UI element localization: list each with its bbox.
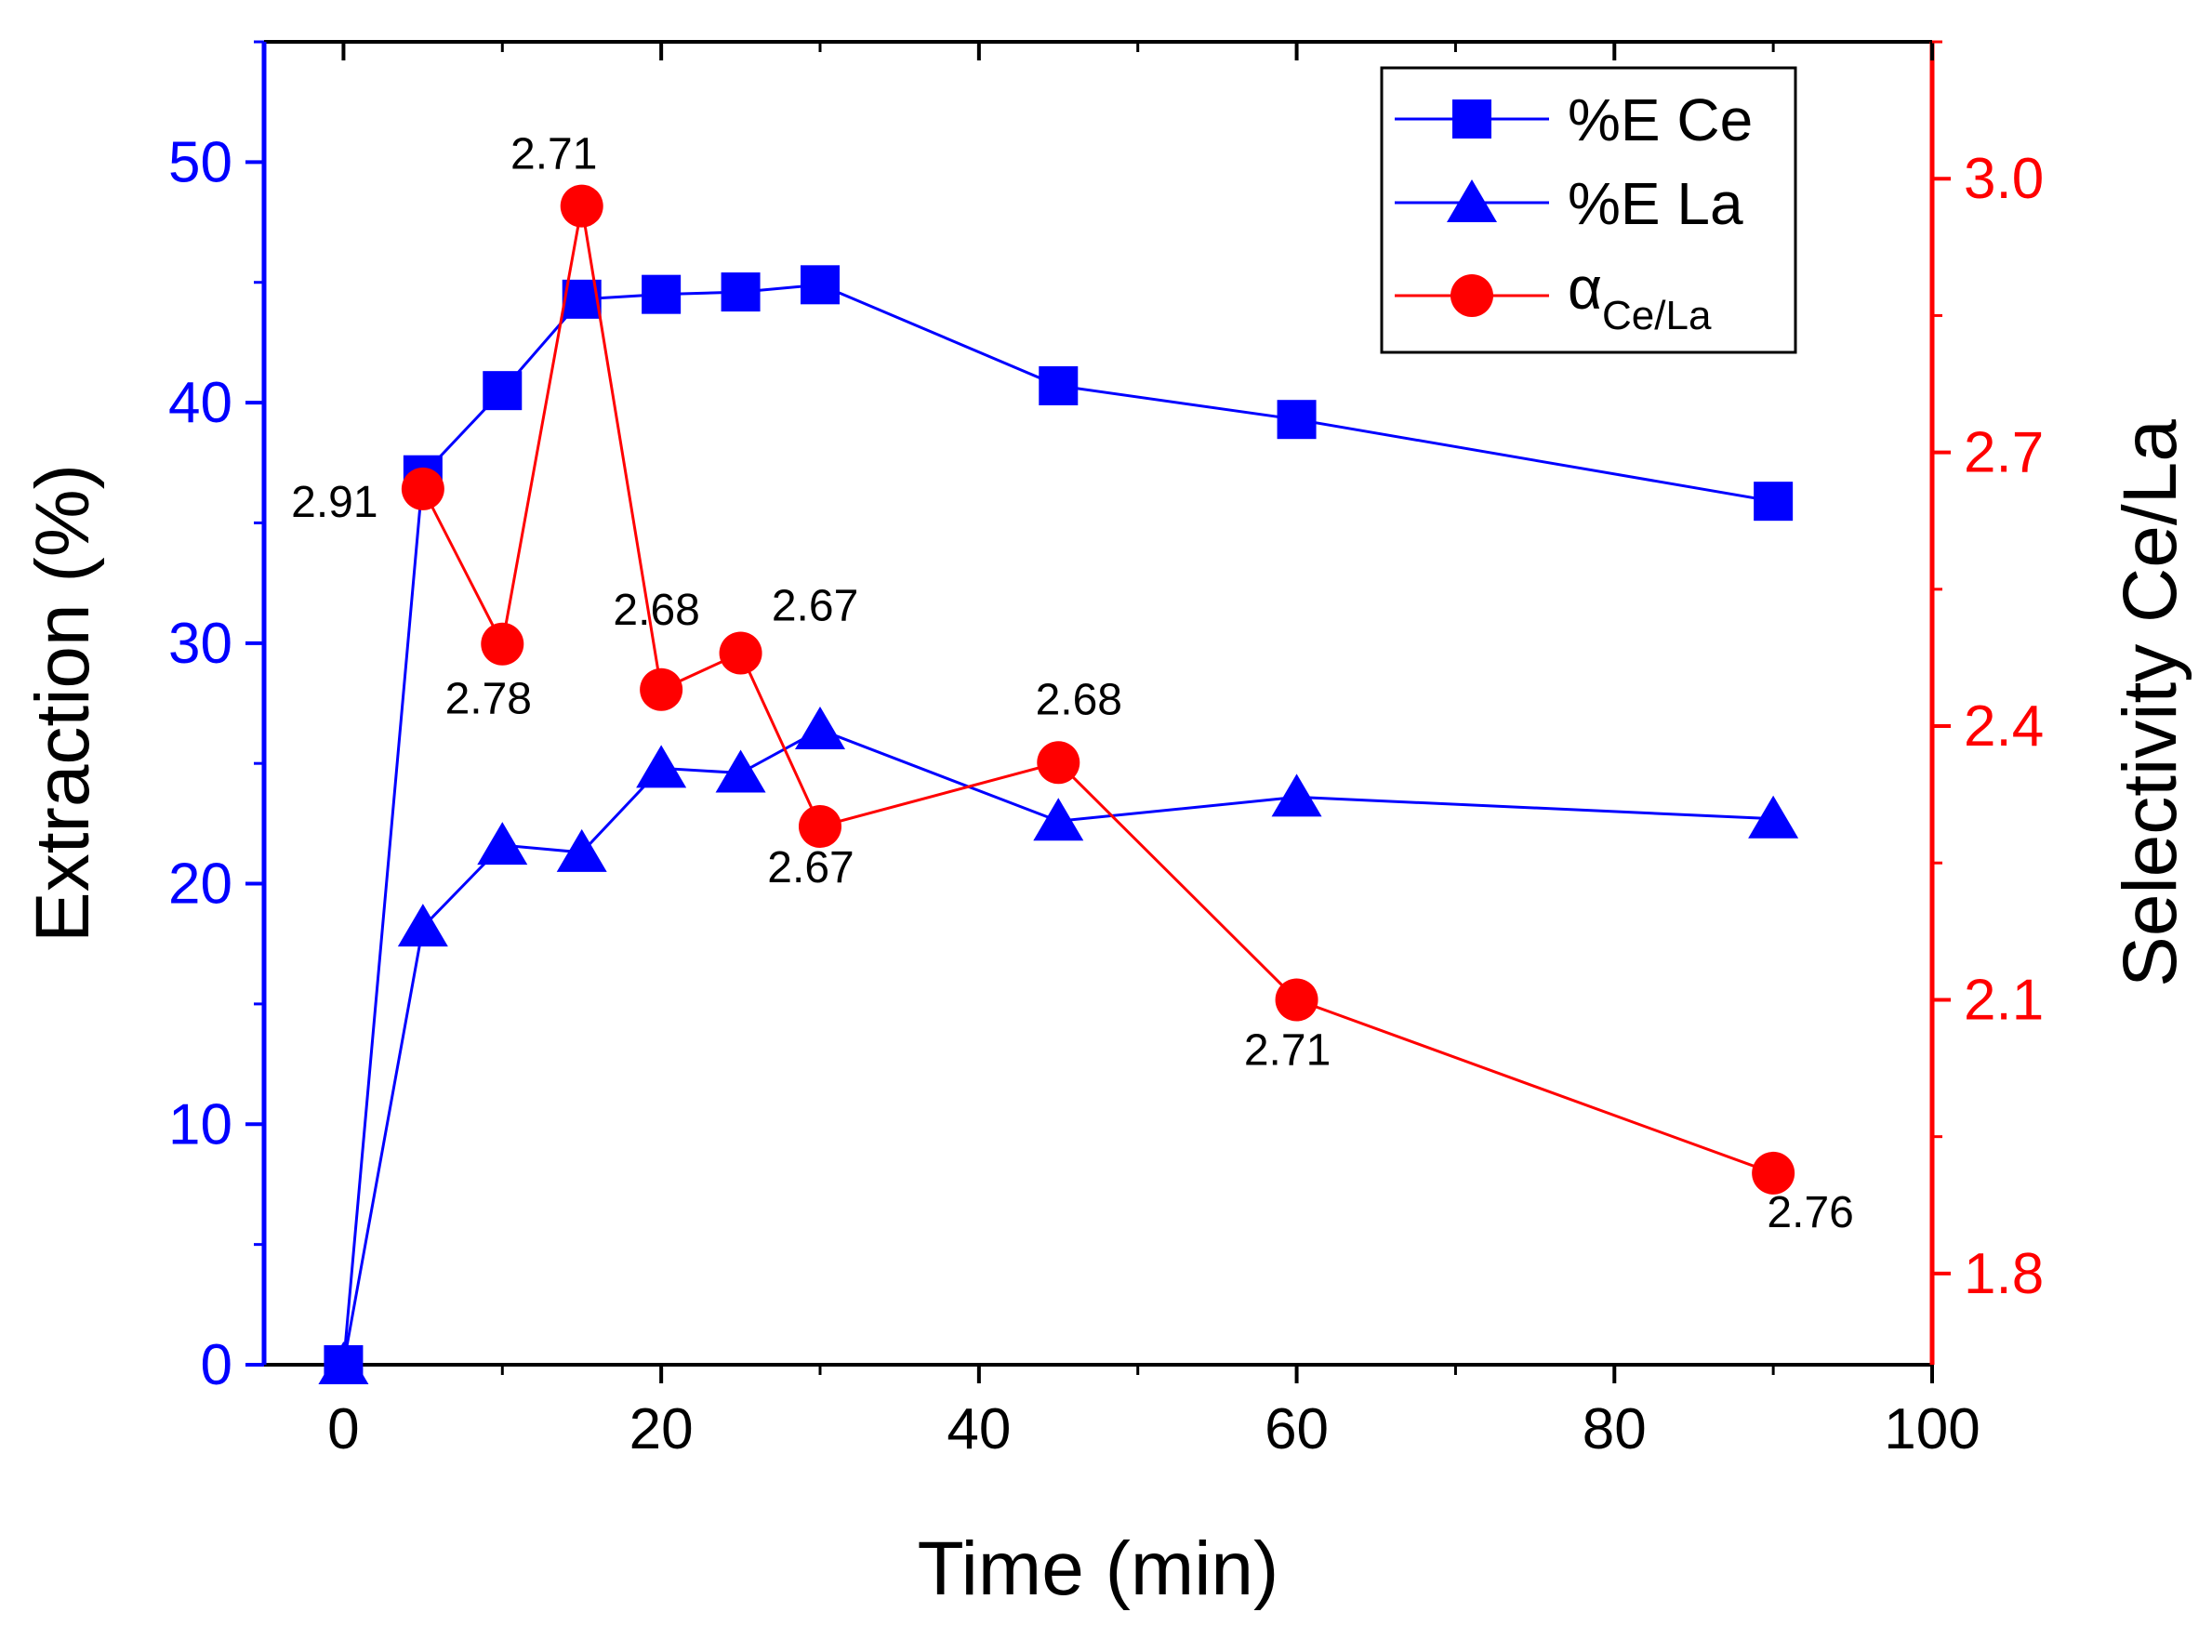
data-label: 2.71	[1244, 1025, 1331, 1075]
x-tick-label: 100	[1884, 1397, 1980, 1461]
x-tick-label: 40	[947, 1397, 1011, 1461]
data-point	[483, 371, 523, 411]
series-layer	[318, 184, 1799, 1384]
x-tick-label: 80	[1583, 1397, 1647, 1461]
series-0	[324, 265, 1794, 1384]
data-point	[719, 631, 762, 675]
data-point	[642, 274, 682, 314]
data-point	[481, 622, 524, 666]
data-point	[401, 467, 444, 510]
data-point	[1275, 978, 1318, 1022]
y-left-tick-label: 20	[168, 852, 232, 917]
data-point	[636, 745, 687, 788]
data-point	[1748, 795, 1799, 839]
data-label: 2.78	[445, 675, 532, 724]
data-point	[795, 706, 845, 749]
data-label: 2.91	[291, 478, 377, 527]
x-tick-label: 60	[1265, 1397, 1329, 1461]
data-point	[556, 828, 607, 872]
legend-label: %E Ce	[1568, 86, 1753, 153]
legend-label-symbol: α	[1568, 255, 1602, 322]
y-left-tick-label: 50	[168, 130, 232, 194]
legend-entry: %E Ce	[1395, 86, 1753, 153]
legend-marker	[1452, 99, 1491, 139]
series-line	[341, 728, 1774, 1366]
data-point	[721, 272, 761, 312]
data-point	[1752, 1151, 1795, 1195]
axes-layer: 0 20 40 60 80 100 0 10 20 30 40 50 1.8 2.1 2.4 2.7 3.0 Ti…	[20, 40, 2192, 1611]
y-right-tick-label: 1.8	[1964, 1242, 2044, 1306]
data-point	[397, 904, 448, 947]
y-left-tick-label: 30	[168, 612, 232, 676]
data-point	[640, 667, 683, 711]
series-line	[341, 283, 1774, 1366]
legend-box	[1380, 66, 1797, 354]
legend-entry: %E La	[1395, 170, 1743, 237]
series-1	[318, 706, 1799, 1384]
data-label: 2.68	[1036, 675, 1122, 724]
legend-marker	[1447, 179, 1497, 222]
data-point	[318, 1341, 369, 1384]
data-point	[799, 804, 841, 848]
legend-label-subscript: Ce/La	[1602, 293, 1712, 338]
x-axis-title: Time (min)	[918, 1526, 1279, 1611]
data-point	[1754, 482, 1794, 522]
data-point	[1033, 798, 1084, 841]
x-tick-label: 0	[327, 1397, 359, 1461]
legend-label: %E La	[1568, 170, 1743, 237]
y-right-tick-label: 2.7	[1964, 421, 2044, 485]
legend-entry: αCe/La	[1395, 255, 1712, 338]
data-point	[715, 749, 766, 793]
x-tick-label: 20	[629, 1397, 694, 1461]
data-label: 2.68	[613, 586, 699, 635]
data-point	[1277, 400, 1317, 440]
data-point	[801, 265, 840, 305]
data-point	[1271, 773, 1322, 817]
y-left-axis-title: Extraction (%)	[20, 464, 105, 943]
data-label: 2.71	[510, 130, 597, 179]
legend-marker	[1450, 274, 1493, 317]
y-left-tick-label: 0	[201, 1333, 232, 1397]
data-label: 2.76	[1767, 1188, 1853, 1237]
legend: %E Ce %E La αCe/La	[1380, 66, 1797, 354]
y-right-axis-title: Selectivity Ce/La	[2108, 419, 2192, 987]
series-2	[401, 184, 1795, 1195]
data-point	[1037, 741, 1080, 785]
data-label: 2.67	[767, 843, 854, 892]
data-point	[1039, 365, 1079, 405]
y-left-tick-label: 40	[168, 371, 232, 435]
y-right-tick-label: 3.0	[1964, 147, 2044, 211]
y-right-tick-label: 2.4	[1964, 694, 2044, 759]
y-left-tick-label: 10	[168, 1092, 232, 1156]
data-point	[477, 822, 528, 866]
annotations-layer: 2.91 2.78 2.71 2.68 2.67 2.67 2.68 2.71 2.76	[291, 130, 1854, 1237]
data-label: 2.67	[772, 582, 858, 631]
y-right-tick-label: 2.1	[1964, 968, 2044, 1032]
data-point	[560, 184, 603, 228]
legend-label: αCe/La	[1568, 255, 1712, 338]
